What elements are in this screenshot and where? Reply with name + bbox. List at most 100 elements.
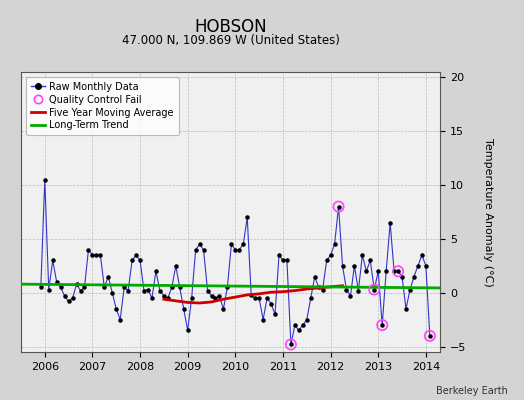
Point xyxy=(80,284,89,290)
Point xyxy=(299,322,307,328)
Point xyxy=(37,284,45,290)
Point xyxy=(259,316,267,323)
Point xyxy=(374,268,383,274)
Point xyxy=(302,316,311,323)
Point xyxy=(382,268,390,274)
Point xyxy=(231,246,239,253)
Point xyxy=(394,268,402,274)
Point xyxy=(362,268,370,274)
Point xyxy=(354,288,363,294)
Point xyxy=(255,295,264,301)
Point xyxy=(418,252,426,258)
Point xyxy=(414,263,422,269)
Point xyxy=(370,286,378,293)
Point xyxy=(223,284,232,290)
Point xyxy=(370,286,378,293)
Point xyxy=(168,284,176,290)
Point xyxy=(148,295,156,301)
Point xyxy=(92,252,101,258)
Point xyxy=(57,284,65,290)
Point xyxy=(128,257,136,264)
Point xyxy=(342,286,351,293)
Point xyxy=(314,284,323,290)
Point xyxy=(96,252,105,258)
Point xyxy=(390,268,398,274)
Point xyxy=(84,246,93,253)
Point xyxy=(40,176,49,183)
Point xyxy=(251,295,259,301)
Point xyxy=(394,268,402,274)
Point xyxy=(350,263,358,269)
Point xyxy=(307,295,315,301)
Point xyxy=(402,306,410,312)
Point xyxy=(64,298,73,304)
Point xyxy=(322,257,331,264)
Point xyxy=(422,263,430,269)
Point xyxy=(52,279,61,285)
Point xyxy=(215,293,224,299)
Point xyxy=(425,333,434,339)
Point xyxy=(275,252,283,258)
Point xyxy=(152,268,160,274)
Y-axis label: Temperature Anomaly (°C): Temperature Anomaly (°C) xyxy=(483,138,493,286)
Point xyxy=(378,322,386,328)
Point xyxy=(263,295,271,301)
Text: HOBSON: HOBSON xyxy=(194,18,267,36)
Point xyxy=(398,274,406,280)
Point xyxy=(386,220,395,226)
Point xyxy=(311,274,319,280)
Legend: Raw Monthly Data, Quality Control Fail, Five Year Moving Average, Long-Term Tren: Raw Monthly Data, Quality Control Fail, … xyxy=(26,77,179,135)
Point xyxy=(334,204,343,210)
Point xyxy=(211,295,220,301)
Text: 47.000 N, 109.869 W (United States): 47.000 N, 109.869 W (United States) xyxy=(122,34,340,47)
Point xyxy=(235,246,244,253)
Point xyxy=(339,263,347,269)
Point xyxy=(163,295,172,301)
Point xyxy=(112,306,121,312)
Point xyxy=(283,257,291,264)
Point xyxy=(72,281,81,287)
Point xyxy=(219,306,227,312)
Point xyxy=(243,214,252,220)
Point xyxy=(267,300,275,307)
Point xyxy=(88,252,96,258)
Point xyxy=(294,327,303,334)
Point xyxy=(156,288,164,294)
Point xyxy=(378,322,386,328)
Point xyxy=(132,252,140,258)
Point xyxy=(406,286,414,293)
Text: Berkeley Earth: Berkeley Earth xyxy=(436,386,508,396)
Point xyxy=(346,293,355,299)
Point xyxy=(180,306,188,312)
Point xyxy=(330,241,339,248)
Point xyxy=(124,288,133,294)
Point xyxy=(108,290,116,296)
Point xyxy=(171,263,180,269)
Point xyxy=(208,293,216,299)
Point xyxy=(227,241,236,248)
Point xyxy=(358,252,367,258)
Point xyxy=(410,274,418,280)
Point xyxy=(203,288,212,294)
Point xyxy=(140,288,148,294)
Point xyxy=(176,284,184,290)
Point xyxy=(287,341,295,348)
Point xyxy=(425,333,434,339)
Point xyxy=(136,257,144,264)
Point xyxy=(247,292,255,298)
Point xyxy=(100,284,108,290)
Point xyxy=(60,293,69,299)
Point xyxy=(199,246,208,253)
Point xyxy=(116,316,124,323)
Point xyxy=(45,286,53,293)
Point xyxy=(191,246,200,253)
Point xyxy=(366,257,375,264)
Point xyxy=(319,286,327,293)
Point xyxy=(188,295,196,301)
Point xyxy=(195,241,204,248)
Point xyxy=(326,252,335,258)
Point xyxy=(239,241,247,248)
Point xyxy=(160,293,168,299)
Point xyxy=(287,341,295,348)
Point xyxy=(334,204,343,210)
